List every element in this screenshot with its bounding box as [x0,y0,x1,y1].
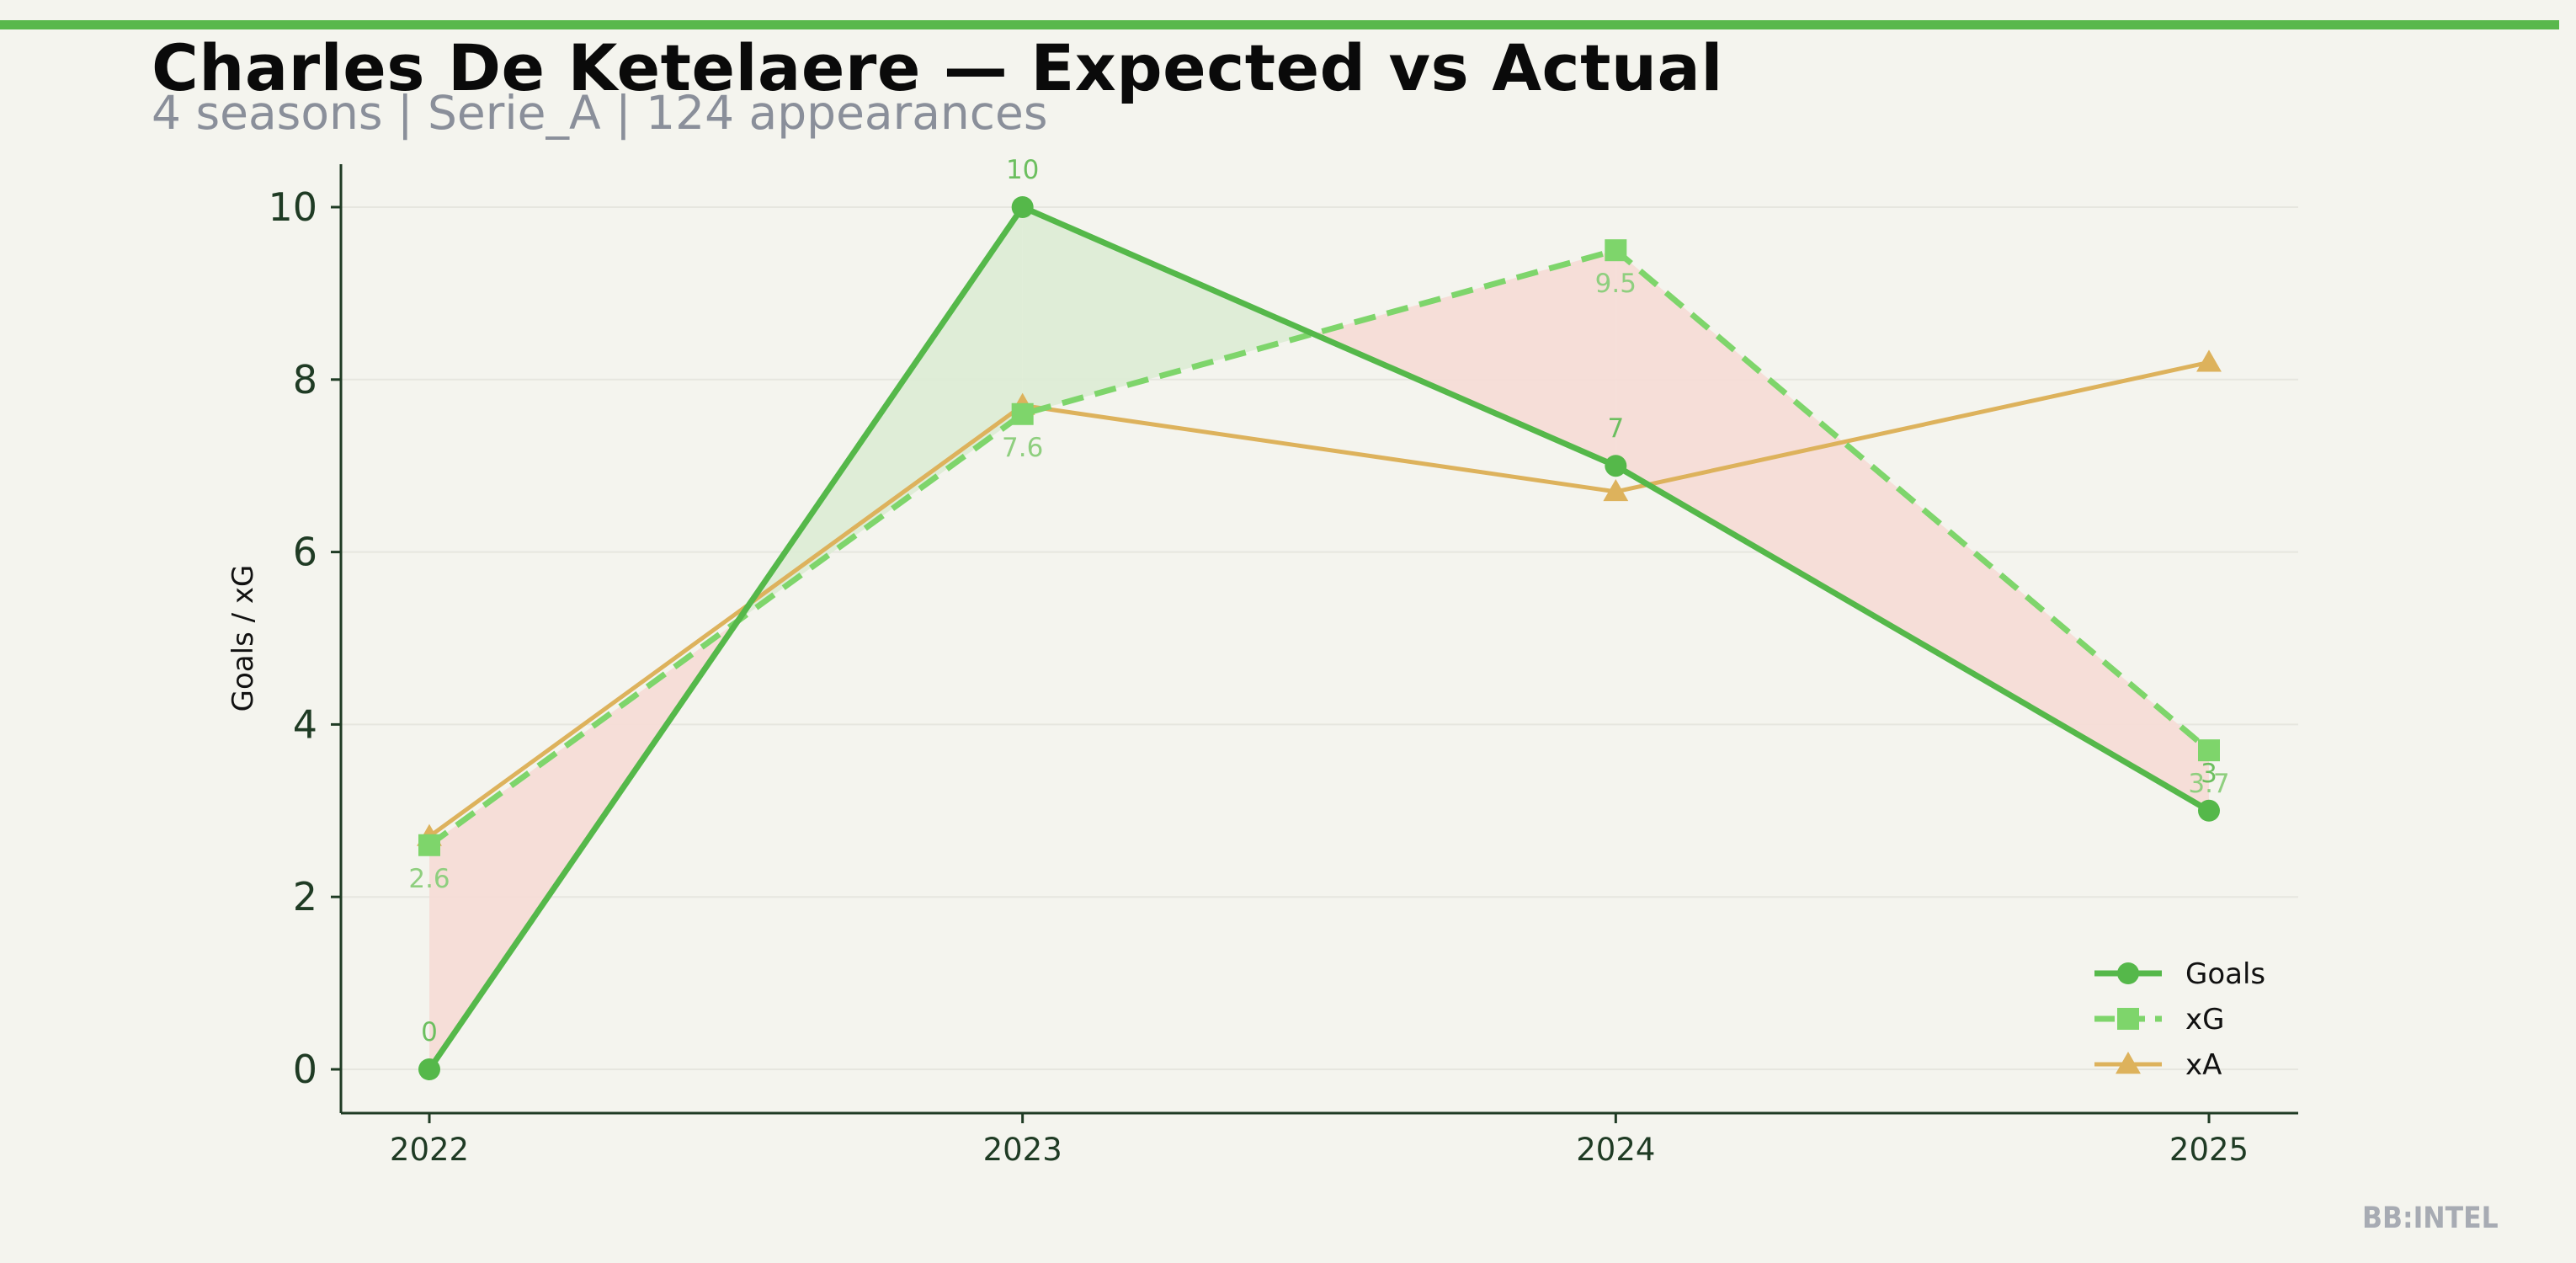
accent-bar [0,20,2559,29]
y-tick-label: 0 [293,1047,317,1092]
legend: Goals xG xA [2094,957,2265,1082]
xg-data-label: 9.5 [1595,269,1637,299]
xg-point [1605,239,1627,262]
data-labels: 0 10 7 3 2.6 7.6 9.5 3.7 [408,155,2229,1047]
xg-data-label: 7.6 [1002,433,1043,463]
xg-data-label: 3.7 [2188,769,2229,799]
underperformance-area [1312,250,1616,466]
x-tick-label: 2024 [1576,1132,1655,1168]
goals-point [1011,196,1034,218]
legend-label-xg: xG [2185,1003,2224,1037]
goals-point [1605,455,1627,477]
y-axis-label: Goals / xG [226,565,260,712]
series [417,196,2222,1080]
xa-line [428,360,2210,839]
axes: 0 2 4 6 8 10 2022 2023 2024 2025 Goals / xG [226,164,2298,1168]
overperformance-area [1022,207,1313,414]
legend-marker-xa [2116,1052,2141,1074]
goals-data-label: 7 [1607,413,1624,444]
xa-point [2196,349,2222,372]
goals-data-label: 3 [2201,759,2217,789]
y-tick-label: 10 [268,184,317,230]
watermark: BB:INTEL [2362,1202,2499,1235]
goals-data-label: 0 [421,1017,438,1047]
goals-data-label: 10 [1006,155,1039,185]
xg-point [2198,739,2220,762]
chart-subtitle: 4 seasons | Serie_A | 124 appearances [152,86,1048,140]
x-tick-label: 2023 [983,1132,1062,1168]
x-tick-label: 2022 [390,1132,469,1168]
y-tick-label: 2 [293,874,317,919]
legend-label-xa: xA [2185,1048,2222,1082]
legend-marker-xg [2117,1008,2139,1030]
goals-point [2198,799,2220,822]
legend-label-goals: Goals [2185,957,2265,991]
legend-marker-goals [2117,962,2139,984]
y-tick-label: 6 [293,530,317,575]
chart-title: Charles De Ketelaere — Expected vs Actua… [152,30,1723,105]
goals-point [418,1058,440,1080]
xg-point [1011,402,1034,425]
xg-point [418,834,440,856]
goals-line [427,204,2211,1071]
xg-line [427,247,2211,848]
xg-data-label: 2.6 [408,864,450,894]
underperformance-area [1615,250,2209,811]
y-tick-label: 4 [293,701,317,747]
xa-point [1603,478,1629,502]
y-tick-label: 8 [293,357,317,402]
x-tick-label: 2025 [2169,1132,2249,1168]
